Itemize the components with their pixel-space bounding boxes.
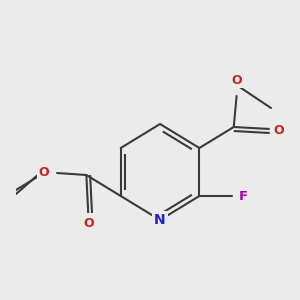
Text: F: F	[239, 190, 248, 202]
Text: O: O	[38, 167, 49, 179]
Text: O: O	[84, 217, 94, 230]
Text: O: O	[274, 124, 284, 137]
Text: N: N	[154, 213, 166, 227]
Text: O: O	[231, 74, 242, 87]
